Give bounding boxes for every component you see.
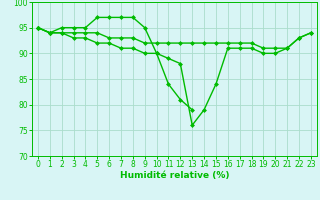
X-axis label: Humidité relative (%): Humidité relative (%) (120, 171, 229, 180)
